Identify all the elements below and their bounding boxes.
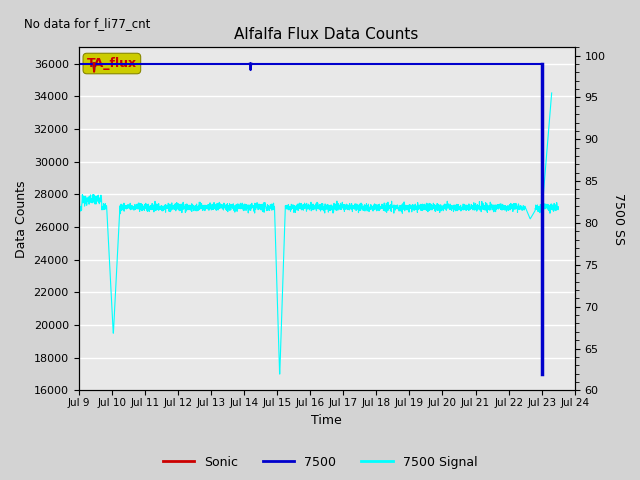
X-axis label: Time: Time	[311, 414, 342, 427]
Text: No data for f_li77_cnt: No data for f_li77_cnt	[24, 17, 150, 30]
Text: TA_flux: TA_flux	[87, 57, 137, 70]
Y-axis label: 7500 SS: 7500 SS	[612, 193, 625, 245]
Title: Alfalfa Flux Data Counts: Alfalfa Flux Data Counts	[234, 27, 419, 42]
Y-axis label: Data Counts: Data Counts	[15, 180, 28, 258]
Legend: Sonic, 7500, 7500 Signal: Sonic, 7500, 7500 Signal	[158, 451, 482, 474]
